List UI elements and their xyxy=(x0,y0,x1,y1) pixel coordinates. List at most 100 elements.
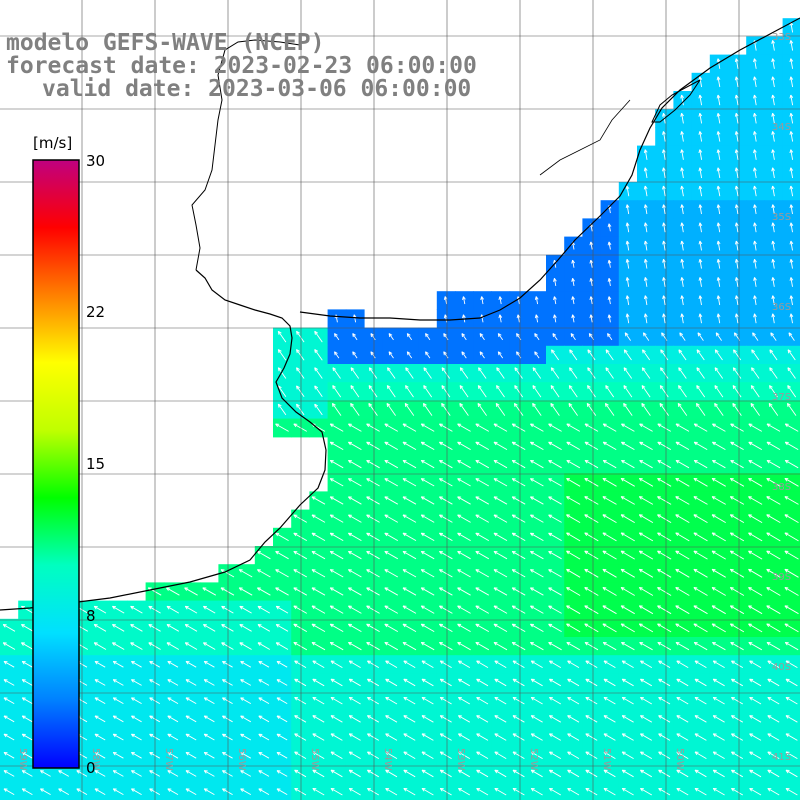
wind-arrow xyxy=(711,496,726,505)
wind-arrow xyxy=(185,660,197,668)
wind-arrow xyxy=(167,733,179,741)
wind-arrow xyxy=(130,605,143,614)
wind-arrow xyxy=(94,715,106,723)
wind-arrow xyxy=(621,441,635,450)
wind-arrow xyxy=(348,605,362,614)
wind-arrow xyxy=(693,550,708,560)
wind-arrow xyxy=(275,550,289,560)
wind-arrow xyxy=(766,568,781,578)
wind-arrow xyxy=(548,478,562,487)
wind-arrow xyxy=(662,258,666,269)
wind-arrow xyxy=(366,641,380,651)
wind-arrow xyxy=(621,696,634,705)
wind-arrow xyxy=(602,641,617,651)
wind-arrow xyxy=(494,715,507,723)
wind-arrow xyxy=(549,751,562,759)
wind-arrow xyxy=(662,277,666,287)
wind-arrow xyxy=(40,770,51,777)
wind-arrow xyxy=(607,333,613,341)
wind-arrow xyxy=(494,787,507,796)
wind-arrow xyxy=(184,642,198,650)
wind-arrow xyxy=(184,624,198,632)
field-cell xyxy=(400,782,420,800)
field-cell xyxy=(182,782,201,800)
wind-arrow xyxy=(258,660,270,668)
wind-arrow xyxy=(402,641,417,651)
wind-arrow xyxy=(662,185,666,197)
wind-arrow xyxy=(571,259,575,268)
wind-arrow xyxy=(569,349,578,361)
wind-arrow xyxy=(784,623,799,633)
wind-arrow xyxy=(734,167,739,179)
wind-arrow xyxy=(403,787,416,796)
wind-arrow xyxy=(532,367,542,379)
field-cell xyxy=(236,782,256,800)
wind-arrow xyxy=(589,241,594,250)
wind-arrow xyxy=(352,351,358,359)
wind-arrow xyxy=(659,403,669,416)
wind-arrow xyxy=(643,167,648,179)
wind-arrow xyxy=(275,605,289,614)
wind-arrow xyxy=(275,423,289,432)
wind-arrow xyxy=(220,587,235,596)
wind-arrow xyxy=(312,733,325,741)
wind-arrow xyxy=(239,624,252,632)
wind-arrow xyxy=(511,550,526,560)
wind-arrow xyxy=(479,333,485,341)
wind-arrow xyxy=(314,330,323,343)
wind-arrow xyxy=(220,569,235,578)
wind-arrow xyxy=(566,568,581,578)
wind-arrow xyxy=(711,605,726,615)
wind-arrow xyxy=(166,605,180,614)
wind-arrow xyxy=(789,40,794,51)
wind-arrow xyxy=(370,351,376,359)
field-cell xyxy=(782,728,800,747)
wind-arrow xyxy=(348,751,361,759)
wind-arrow xyxy=(748,459,763,469)
wind-arrow xyxy=(314,349,323,361)
wind-arrow xyxy=(439,423,453,432)
wind-arrow xyxy=(716,167,721,179)
wind-arrow xyxy=(275,587,289,596)
wind-arrow xyxy=(475,478,490,487)
wind-arrow xyxy=(294,660,307,668)
wind-arrow xyxy=(748,477,763,487)
wind-arrow xyxy=(549,787,562,796)
wind-arrow xyxy=(716,149,721,160)
wind-arrow xyxy=(423,385,433,398)
field-cell xyxy=(691,782,711,800)
wind-arrow xyxy=(459,385,469,398)
wind-arrow xyxy=(729,605,745,615)
wind-arrow xyxy=(58,770,70,777)
wind-arrow xyxy=(366,605,380,614)
field-cell xyxy=(746,782,765,800)
wind-arrow xyxy=(384,459,399,469)
wind-arrow xyxy=(584,441,599,450)
wind-arrow xyxy=(789,185,794,197)
field-cell xyxy=(782,673,800,693)
wind-arrow xyxy=(167,660,179,668)
wind-arrow xyxy=(766,550,781,560)
valid-date: valid date: 2023-03-06 06:00:00 xyxy=(42,76,471,102)
wind-arrow xyxy=(548,514,562,523)
wind-arrow xyxy=(402,532,417,541)
wind-arrow xyxy=(257,642,271,650)
wind-arrow xyxy=(312,678,325,687)
title-block: modelo GEFS-WAVE (NCEP) forecast date: 2… xyxy=(6,30,477,102)
wind-arrow xyxy=(512,660,525,668)
wind-arrow xyxy=(568,403,578,416)
wind-arrow xyxy=(480,296,484,305)
wind-arrow xyxy=(3,751,15,759)
wind-arrow xyxy=(584,477,599,487)
wind-arrow xyxy=(439,605,453,614)
wind-arrow xyxy=(623,349,632,361)
wind-arrow xyxy=(530,623,544,632)
wind-arrow xyxy=(678,385,687,398)
wind-arrow xyxy=(493,623,508,632)
wind-arrow xyxy=(421,733,434,741)
wind-arrow xyxy=(731,696,744,705)
wind-arrow xyxy=(771,94,775,106)
wind-arrow xyxy=(348,678,361,687)
wind-arrow xyxy=(662,295,666,306)
wind-arrow xyxy=(767,696,780,705)
